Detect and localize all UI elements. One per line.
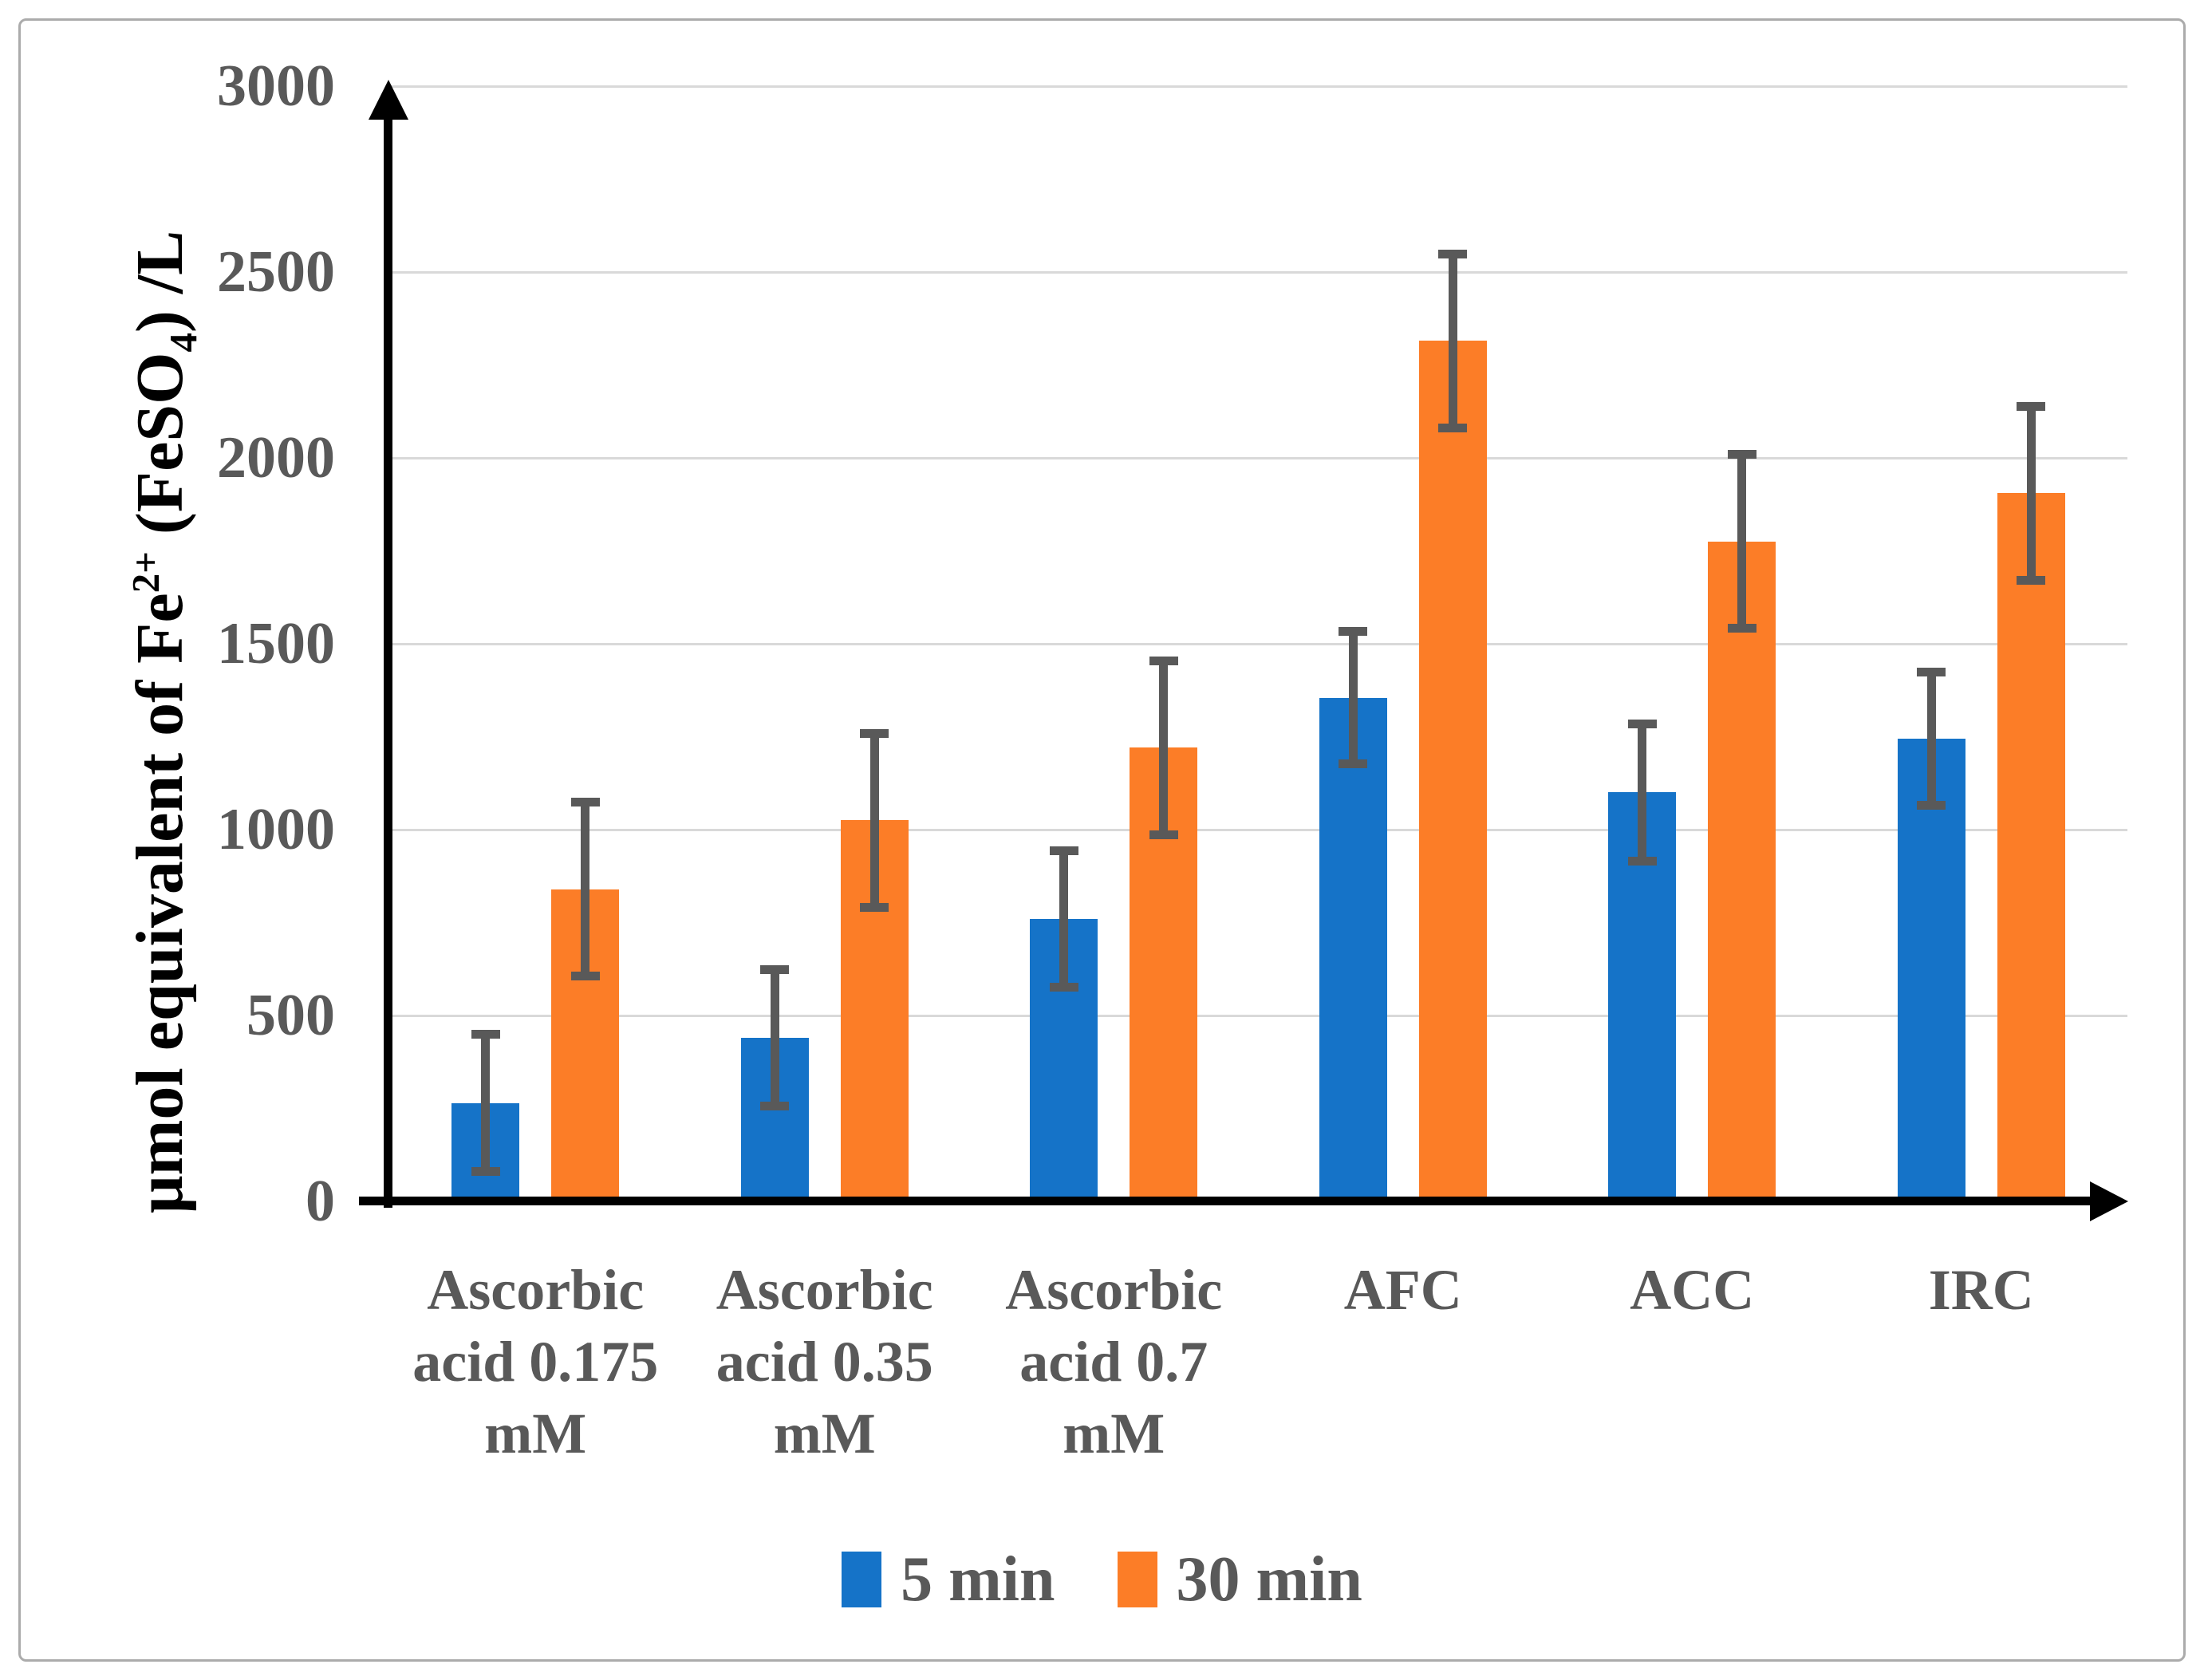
bar-5-min bbox=[1897, 738, 1965, 1201]
error-bar-cap-bottom bbox=[1727, 624, 1756, 633]
y-axis-arrowhead bbox=[369, 80, 408, 120]
error-bar-line bbox=[770, 968, 779, 1107]
figure-border bbox=[18, 18, 2186, 1662]
error-bar-cap-top bbox=[1627, 720, 1657, 729]
y-axis-title-suffix: ) /L bbox=[123, 230, 198, 333]
error-bar-cap-bottom bbox=[1149, 830, 1178, 839]
y-tick-label: 1500 bbox=[217, 611, 335, 676]
bar-5-min bbox=[1319, 697, 1387, 1201]
error-bar-line bbox=[2026, 405, 2036, 581]
error-bar-cap-top bbox=[471, 1030, 500, 1039]
error-bar-cap-bottom bbox=[1339, 759, 1368, 769]
error-bar-line bbox=[1638, 724, 1647, 862]
error-bar-cap-bottom bbox=[1049, 983, 1078, 992]
x-axis-arrowhead bbox=[2090, 1181, 2128, 1221]
error-bar-line bbox=[1737, 454, 1747, 629]
y-tick-label: 1000 bbox=[217, 797, 335, 862]
error-bar-cap-top bbox=[1049, 846, 1078, 855]
error-bar-line bbox=[1348, 630, 1358, 765]
error-bar-cap-bottom bbox=[570, 972, 600, 981]
error-bar-cap-bottom bbox=[760, 1102, 790, 1111]
y-axis-title: μmol equivalent of Fe2+ (FeSO4) /L bbox=[121, 231, 206, 1213]
error-bar-cap-top bbox=[2017, 401, 2046, 411]
error-bar-line bbox=[1448, 253, 1457, 428]
y-tick-label: 2500 bbox=[217, 239, 335, 305]
error-bar-cap-top bbox=[860, 728, 889, 738]
error-bar-cap-bottom bbox=[860, 902, 889, 912]
error-bar-cap-top bbox=[1149, 656, 1178, 665]
gridline bbox=[391, 829, 2127, 831]
y-tick-label: 2000 bbox=[217, 425, 335, 491]
gridline bbox=[391, 457, 2127, 459]
category-label: AFC bbox=[1343, 1258, 1462, 1322]
error-bar-cap-bottom bbox=[1627, 856, 1657, 866]
error-bar-cap-bottom bbox=[1917, 800, 1946, 810]
legend-label-30-min: 30 min bbox=[1176, 1544, 1362, 1615]
error-bar-cap-top bbox=[570, 798, 600, 807]
error-bar-line bbox=[481, 1034, 491, 1172]
y-tick-label: 0 bbox=[306, 1169, 335, 1234]
legend-label-5-min: 5 min bbox=[901, 1544, 1055, 1615]
y-axis-line bbox=[384, 102, 392, 1208]
bar-30-min bbox=[1997, 493, 2065, 1201]
error-bar-cap-top bbox=[760, 964, 790, 974]
y-tick-label: 3000 bbox=[217, 53, 335, 119]
error-bar-cap-top bbox=[1438, 249, 1468, 258]
bar-30-min bbox=[1418, 341, 1487, 1201]
category-label: Ascorbic acid 0.7 mM bbox=[1005, 1258, 1223, 1465]
error-bar-line bbox=[869, 732, 879, 908]
category-label: Ascorbic acid 0.175 mM bbox=[412, 1258, 659, 1465]
legend: 5 min 30 min bbox=[0, 1541, 2204, 1618]
error-bar-cap-top bbox=[1727, 450, 1756, 459]
legend-item-30-min: 30 min bbox=[1117, 1541, 1362, 1618]
error-bar-cap-bottom bbox=[471, 1166, 500, 1176]
bar-30-min bbox=[1708, 541, 1776, 1201]
gridline bbox=[391, 643, 2127, 645]
error-bar-cap-bottom bbox=[1438, 423, 1468, 432]
y-axis-title-text: μmol equivalent of Fe bbox=[123, 593, 198, 1214]
gridline bbox=[391, 271, 2127, 274]
legend-swatch-30-min bbox=[1117, 1552, 1157, 1607]
category-label: ACC bbox=[1630, 1258, 1755, 1322]
gridline bbox=[391, 1015, 2127, 1017]
error-bar-line bbox=[1926, 671, 1936, 806]
x-axis-line bbox=[359, 1197, 2092, 1205]
error-bar-line bbox=[581, 802, 590, 977]
y-axis-title-mid: (FeSO bbox=[123, 352, 198, 552]
error-bar-cap-bottom bbox=[2017, 575, 2046, 585]
legend-item-5-min: 5 min bbox=[842, 1541, 1055, 1618]
gridline bbox=[391, 85, 2127, 88]
category-label: Ascorbic acid 0.35 mM bbox=[716, 1258, 933, 1465]
legend-swatch-5-min bbox=[842, 1552, 882, 1607]
y-tick-label: 500 bbox=[246, 983, 335, 1048]
y-axis-title-superscript: 2+ bbox=[124, 551, 168, 594]
error-bar-cap-top bbox=[1917, 667, 1946, 676]
y-axis-title-subscript: 4 bbox=[161, 333, 205, 353]
category-label: IRC bbox=[1928, 1258, 2034, 1322]
error-bar-line bbox=[1059, 850, 1069, 988]
error-bar-cap-top bbox=[1339, 626, 1368, 636]
error-bar-line bbox=[1159, 660, 1169, 835]
